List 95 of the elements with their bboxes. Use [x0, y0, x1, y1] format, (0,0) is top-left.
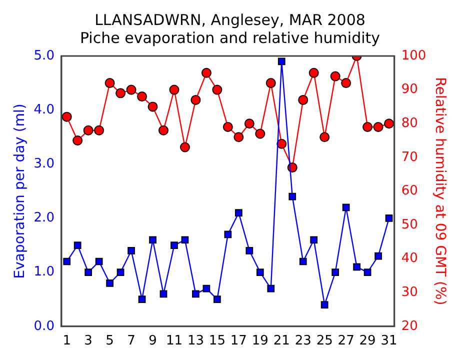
point [246, 247, 254, 254]
point [310, 236, 318, 244]
x-tick-label: 9 [148, 334, 157, 349]
x-tick-label: 11 [166, 334, 183, 349]
x-tick-label: 3 [84, 334, 92, 349]
point [362, 122, 373, 132]
y2-tick-label: 60 [401, 184, 418, 199]
point [224, 230, 232, 238]
x-tick-label: 25 [316, 334, 333, 349]
point [137, 92, 148, 102]
x-tick-label: 5 [106, 334, 114, 349]
point [308, 68, 319, 78]
point [169, 84, 180, 95]
point [341, 78, 352, 88]
point [160, 290, 168, 298]
point [214, 296, 221, 304]
point [342, 204, 350, 212]
point [106, 279, 114, 287]
x-tick-label: 1 [62, 334, 71, 349]
x-tick-label: 27 [338, 334, 354, 349]
point [222, 122, 233, 132]
point [128, 247, 135, 254]
y-tick-label: 1.0 [34, 264, 54, 280]
point [202, 284, 210, 292]
x-tick-label: 13 [187, 334, 204, 349]
y2-tick-label: 20 [401, 318, 418, 334]
point [276, 138, 287, 149]
y2-tick-label: 80 [401, 116, 418, 131]
point [148, 102, 158, 112]
point [116, 268, 124, 276]
point [364, 268, 372, 276]
point [138, 296, 146, 304]
x-tick-label: 31 [380, 334, 398, 349]
chart-title: LLANSADWRN, Anglesey, MAR 2008 [94, 10, 366, 29]
y-tick-label: 4.0 [34, 102, 54, 118]
point [384, 118, 394, 129]
point [149, 236, 156, 244]
x-tick-label: 19 [252, 334, 268, 349]
point [158, 125, 168, 136]
point [116, 88, 126, 98]
point [244, 118, 254, 129]
point [234, 209, 242, 217]
point [212, 84, 222, 95]
y-tick-label: 3.0 [34, 156, 54, 172]
point [180, 142, 190, 152]
point [63, 258, 71, 266]
x-tick-label: 21 [273, 334, 290, 349]
x-tick-label: 7 [127, 334, 136, 349]
point [320, 301, 328, 308]
y-tick-label: 5.0 [34, 48, 54, 64]
point [72, 136, 83, 146]
point [62, 112, 72, 122]
point [201, 68, 212, 78]
point [104, 78, 115, 88]
point [181, 236, 189, 244]
point [278, 58, 286, 66]
x-tick-label: 29 [359, 334, 376, 349]
x-tick-label: 23 [294, 334, 312, 349]
point [353, 263, 360, 271]
point [126, 84, 136, 95]
point [95, 258, 103, 266]
y2-axis-title: Relative humidity at 09 GMT (%) [432, 77, 448, 306]
point [288, 192, 296, 200]
x-tick-label: 17 [230, 334, 247, 349]
y2-tick-label: 90 [401, 82, 418, 98]
point [234, 132, 244, 142]
point [190, 94, 201, 105]
point [299, 258, 307, 266]
point [373, 122, 384, 132]
point [266, 78, 276, 88]
y2-tick-label: 70 [401, 150, 418, 165]
y2-tick-label: 40 [401, 251, 418, 266]
point [332, 268, 340, 276]
y-axis-title: Evaporation per day (ml) [12, 104, 28, 279]
point [192, 290, 200, 298]
point [298, 94, 308, 105]
x-tick-label: 15 [208, 334, 226, 349]
chart-subtitle: Piche evaporation and relative humidity [80, 28, 380, 47]
point [256, 268, 264, 276]
point [255, 128, 266, 139]
point [267, 284, 275, 292]
y2-tick-label: 30 [401, 284, 418, 300]
point [94, 125, 104, 136]
point [84, 268, 92, 276]
point [83, 125, 94, 136]
point [320, 132, 330, 142]
point [74, 242, 82, 249]
y2-tick-label: 100 [401, 48, 426, 64]
y-tick-label: 0.0 [34, 318, 54, 334]
point [385, 214, 393, 222]
y-tick-label: 2.0 [34, 210, 54, 226]
point [330, 71, 340, 82]
point [170, 242, 178, 249]
y2-tick-label: 50 [401, 217, 418, 232]
point [374, 252, 382, 260]
